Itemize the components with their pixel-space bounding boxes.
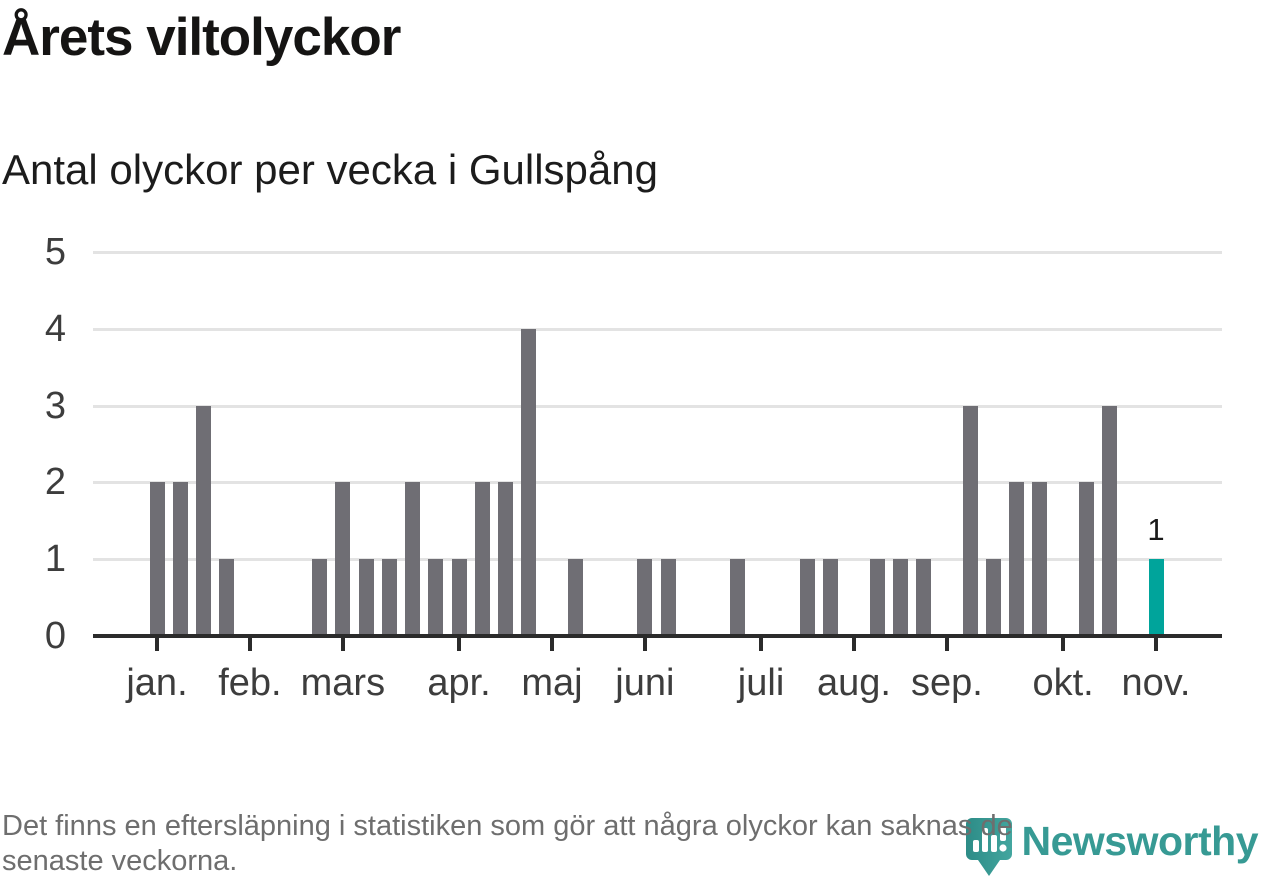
bar-week-33 bbox=[892, 559, 908, 636]
y-axis-label-5: 5 bbox=[44, 231, 66, 273]
bar-week-23 bbox=[660, 559, 676, 636]
x-axis-tick-juni bbox=[642, 638, 647, 651]
x-axis-line bbox=[93, 634, 1222, 638]
y-axis-label-1: 1 bbox=[44, 538, 66, 581]
bar-week-12 bbox=[405, 482, 421, 636]
x-axis-label-maj: maj bbox=[521, 662, 583, 704]
x-axis-label-aug: aug. bbox=[816, 662, 891, 704]
gridline-4 bbox=[93, 327, 1222, 331]
y-axis-label-3: 3 bbox=[44, 384, 66, 427]
x-axis-tick-nov bbox=[1154, 638, 1158, 651]
bar-week-34 bbox=[916, 559, 932, 636]
bar-week-39 bbox=[1032, 482, 1048, 636]
x-axis-tick-aug bbox=[851, 638, 856, 651]
x-axis-label-sep: sep. bbox=[910, 662, 983, 704]
chart-subtitle: Antal olyckor per vecka i Gullspång bbox=[2, 146, 658, 193]
x-axis-tick-jan bbox=[155, 638, 159, 651]
x-axis-label-juni: juni bbox=[615, 662, 675, 704]
x-axis-label-nov: nov. bbox=[1121, 662, 1191, 704]
y-axis-label-0: 0 bbox=[44, 615, 66, 657]
newsworthy-logo-text: Newsworthy bbox=[1021, 818, 1259, 864]
footnote: Det finns en eftersläpning i statistiken… bbox=[2, 809, 1260, 879]
bar-week-13 bbox=[428, 559, 444, 636]
footnote-line-1: Det finns en eftersläpning i statistiken… bbox=[2, 810, 1013, 842]
x-axis-label-okt: okt. bbox=[1032, 662, 1094, 704]
bar-week-11 bbox=[381, 559, 397, 636]
newsworthy-pin-icon bbox=[965, 818, 1012, 876]
x-axis-label-apr: apr. bbox=[427, 662, 491, 704]
bar-week-22 bbox=[637, 559, 653, 636]
x-axis-label-mars: mars bbox=[300, 662, 386, 704]
y-axis-label-4: 4 bbox=[44, 307, 66, 350]
bar-week-8 bbox=[312, 559, 328, 636]
chart-title: Årets viltolyckor bbox=[2, 8, 401, 67]
x-axis-tick-maj bbox=[549, 638, 554, 651]
x-axis-label-feb: feb. bbox=[218, 662, 282, 704]
bar-week-14 bbox=[451, 559, 467, 636]
bar-week-2 bbox=[172, 482, 188, 636]
bar-week-26 bbox=[730, 559, 746, 636]
gridline-1 bbox=[93, 558, 1222, 562]
x-axis-tick-feb bbox=[247, 638, 252, 651]
bar-week-9 bbox=[335, 482, 351, 636]
bar-week-1 bbox=[149, 482, 165, 636]
bar-week-3 bbox=[195, 405, 211, 636]
bar-week-10 bbox=[358, 559, 374, 636]
bar-week-32 bbox=[869, 559, 885, 636]
x-axis-tick-sep bbox=[944, 638, 949, 651]
bar-week-38 bbox=[1009, 482, 1025, 636]
highlight-value-label: 1 bbox=[1147, 512, 1165, 548]
bar-week-29 bbox=[800, 559, 815, 636]
x-axis-label-jan: jan. bbox=[126, 662, 188, 704]
bar-week-4 bbox=[219, 559, 235, 636]
x-axis-label-juli: juli bbox=[737, 662, 785, 704]
gridline-3 bbox=[93, 404, 1222, 408]
gridline-2 bbox=[93, 481, 1222, 485]
bar-week-37 bbox=[985, 559, 1001, 636]
newsworthy-logo: Newsworthy bbox=[965, 817, 1259, 879]
bar-week-16 bbox=[497, 482, 513, 636]
x-axis-tick-juli bbox=[759, 638, 764, 651]
bar-week-36 bbox=[962, 405, 978, 636]
bar-week-44 bbox=[1148, 559, 1164, 636]
bar-week-42 bbox=[1102, 405, 1118, 636]
bar-week-30 bbox=[823, 559, 839, 636]
footnote-line-2: senaste veckorna. bbox=[2, 845, 238, 877]
x-axis-tick-okt bbox=[1061, 638, 1066, 651]
bar-week-15 bbox=[474, 482, 490, 636]
bar-week-41 bbox=[1078, 482, 1094, 636]
bar-week-19 bbox=[567, 559, 583, 636]
bar-week-17 bbox=[521, 328, 537, 636]
gridline-5 bbox=[93, 251, 1222, 254]
x-axis-tick-apr bbox=[457, 638, 462, 651]
y-axis-label-2: 2 bbox=[44, 461, 66, 504]
x-axis-tick-mars bbox=[340, 638, 345, 651]
